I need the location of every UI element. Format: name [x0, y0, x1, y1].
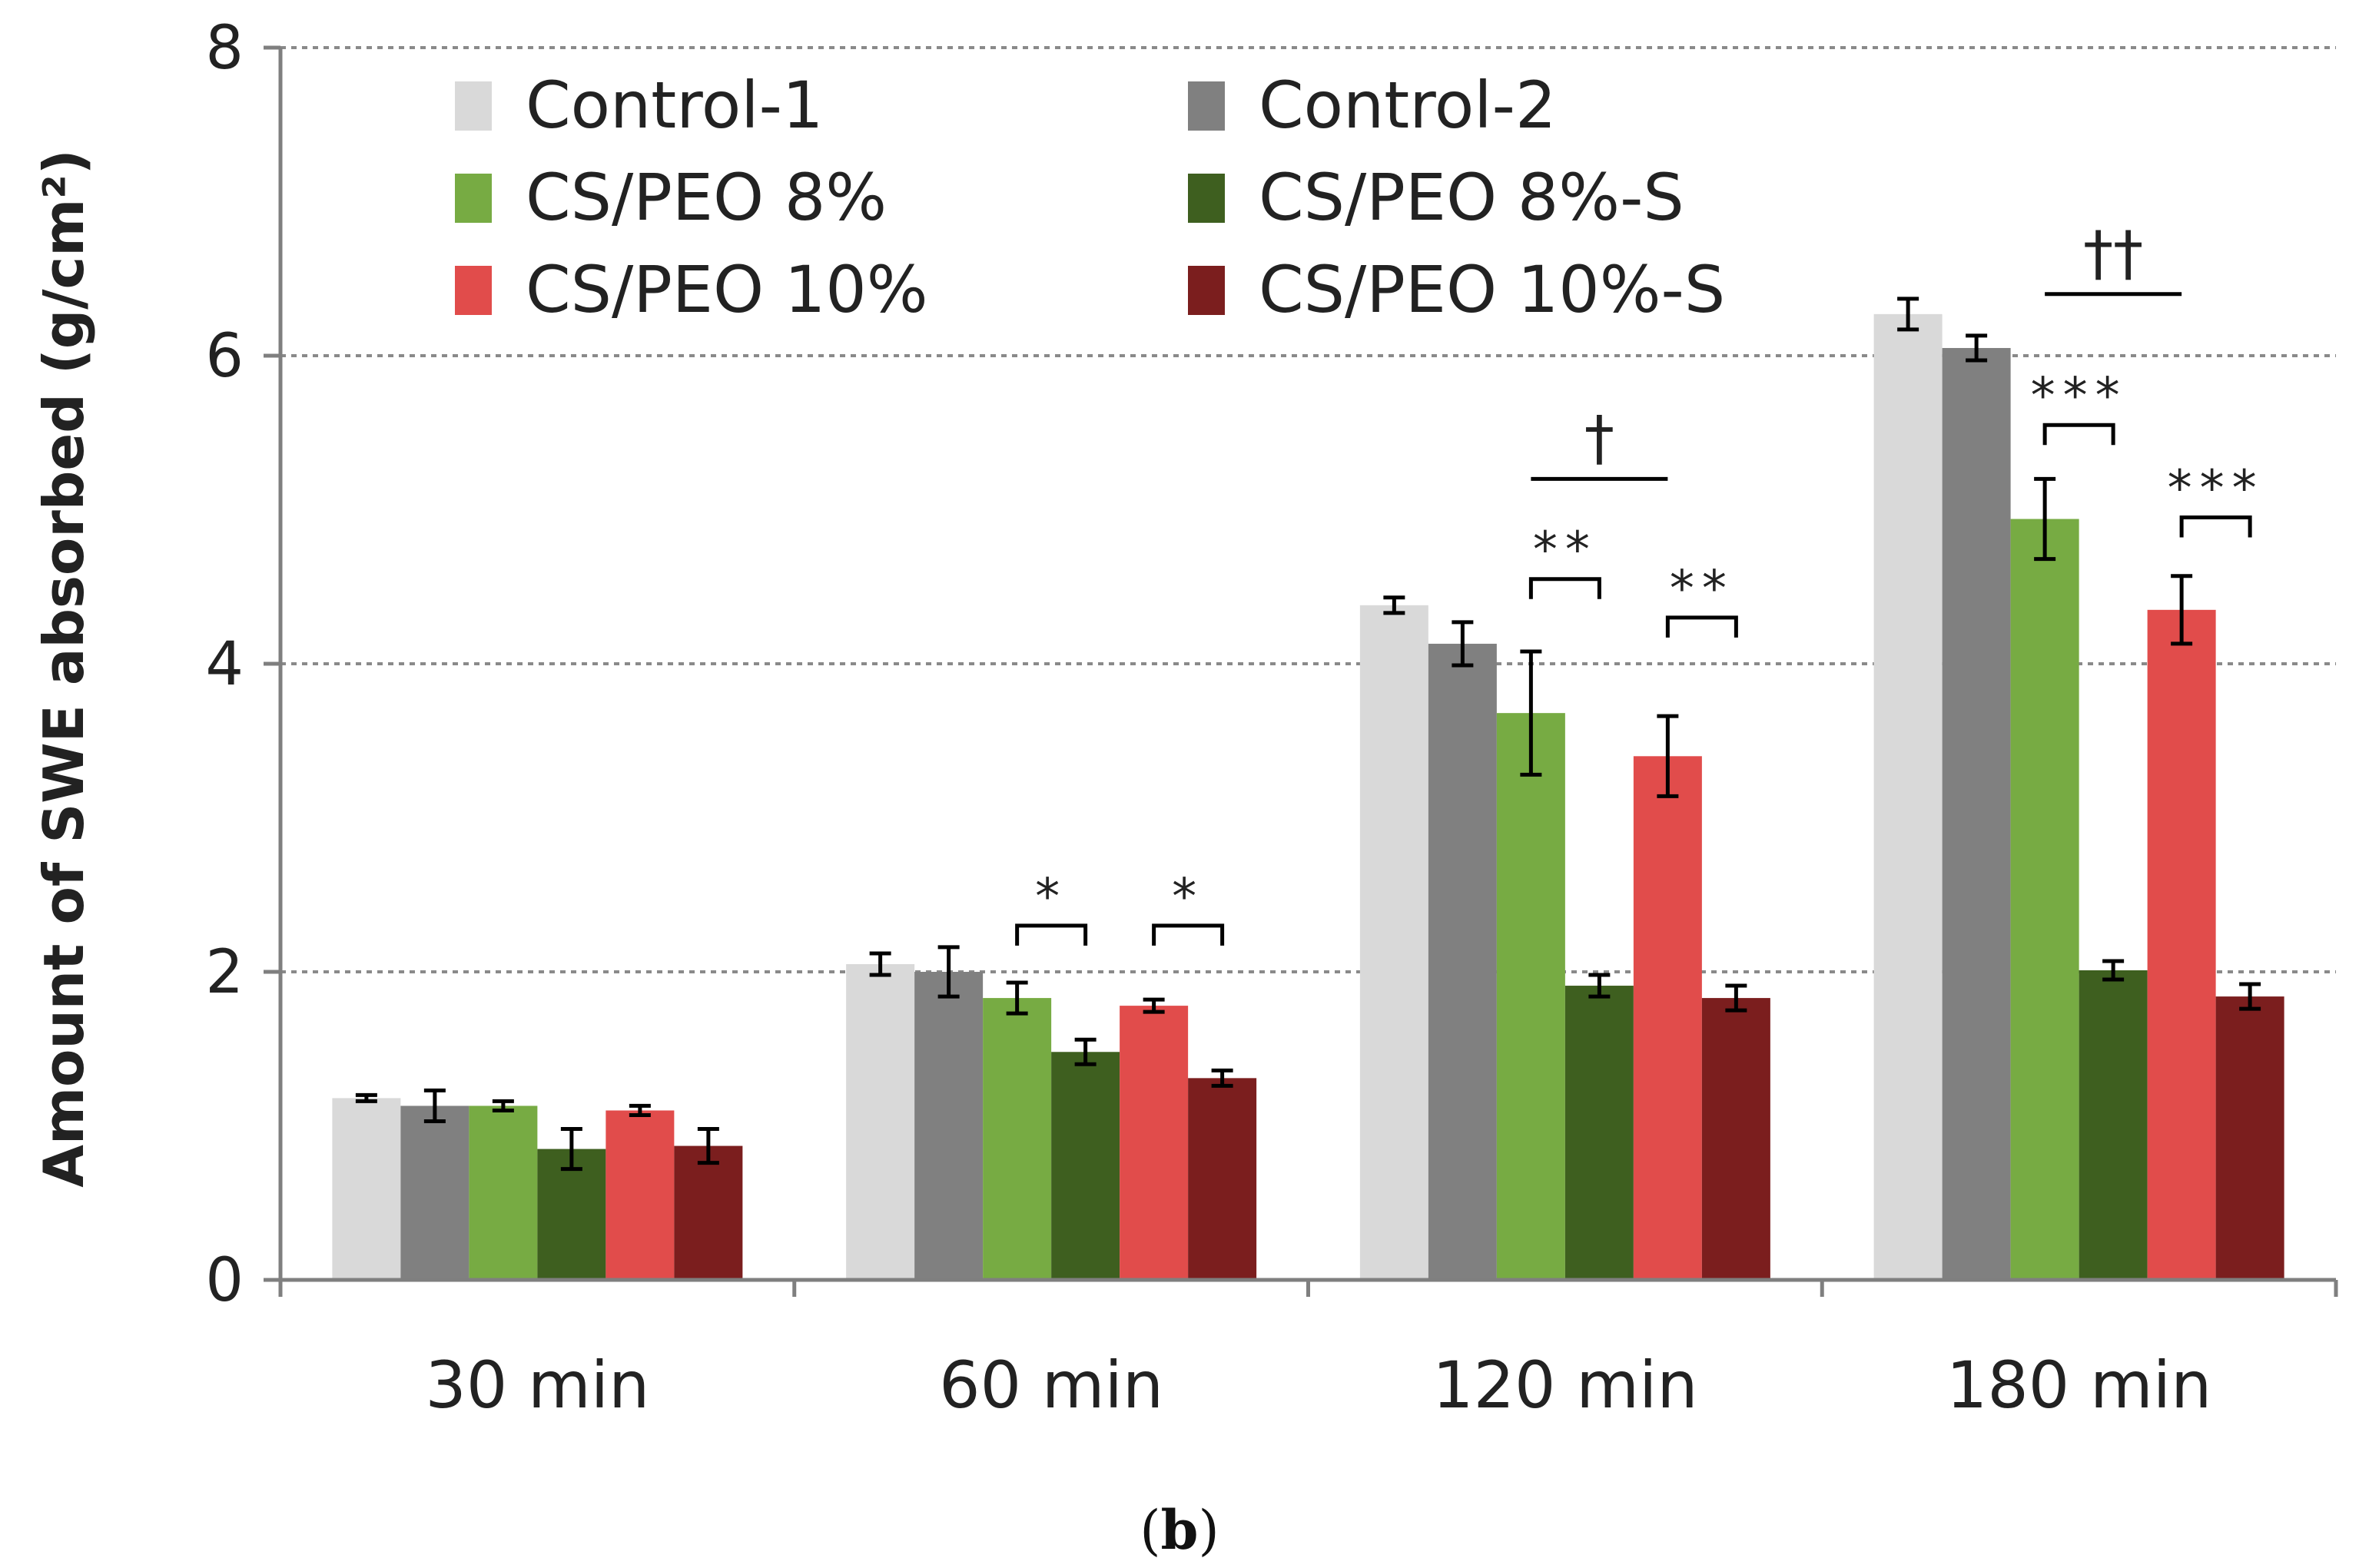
bar: [674, 1145, 743, 1280]
legend-label: CS/PEO 8%: [526, 160, 887, 235]
y-tick-label: 0: [205, 1246, 244, 1315]
significance-bracket: [2179, 515, 2252, 538]
bar: [1188, 1078, 1257, 1280]
bar: [983, 998, 1052, 1280]
legend-swatch: [455, 174, 492, 223]
comparison-marker: †: [1584, 404, 1614, 473]
y-tick-label: 8: [205, 14, 244, 83]
axes-group: [264, 45, 2338, 1297]
bar: [2010, 519, 2079, 1280]
bar: [400, 1106, 469, 1280]
legend-label: Control-2: [1259, 68, 1556, 143]
legend-label: CS/PEO 10%: [526, 252, 928, 327]
significance-marker: ***: [2031, 368, 2128, 425]
significance-marker: ***: [2168, 461, 2264, 518]
x-tick-label: 30 min: [425, 1348, 649, 1423]
bar: [1564, 986, 1634, 1280]
significance-bracket: [1152, 923, 1225, 946]
y-tick-label: 2: [205, 938, 244, 1007]
significance-marker: **: [1533, 522, 1598, 579]
y-tick-label: 4: [205, 630, 244, 699]
significance-bracket: [2042, 423, 2115, 446]
y-tick-label: 6: [205, 322, 244, 391]
comparison-marker: ††: [2083, 220, 2143, 289]
x-tick-labels: 30 min 60 min 120 min 180 min: [425, 1348, 2211, 1423]
legend-label: Control-1: [526, 68, 823, 143]
bar: [606, 1110, 675, 1280]
bar: [1496, 713, 1565, 1280]
significance-annotations: * *****†******††: [1015, 220, 2264, 946]
bars-group: [332, 313, 2284, 1281]
bar: [1051, 1052, 1120, 1280]
figure-caption: (b): [1140, 1498, 1219, 1562]
bar: [2079, 970, 2148, 1280]
x-tick-label: 120 min: [1432, 1348, 1697, 1423]
legend: Control-1 Control-2 CS/PEO 8% CS/PEO 8%-S CS…: [455, 68, 1725, 327]
legend-label: CS/PEO 8%-S: [1259, 160, 1684, 235]
bar: [1359, 605, 1428, 1280]
significance-bracket: [1665, 615, 1738, 638]
legend-swatch: [455, 81, 492, 131]
x-tick-label: 60 min: [939, 1348, 1163, 1423]
bar: [2147, 609, 2216, 1280]
legend-swatch: [1188, 266, 1225, 315]
bar: [469, 1106, 538, 1280]
legend-swatch: [1188, 174, 1225, 223]
bar: [1942, 347, 2011, 1281]
error-bars-group: [355, 297, 2261, 1172]
bar: [1873, 313, 1943, 1280]
legend-swatch: [455, 266, 492, 315]
bar: [1120, 1006, 1189, 1280]
bar: [1428, 643, 1497, 1280]
y-tick-labels: 0 2 4 6 8: [205, 14, 244, 1315]
significance-marker: **: [1670, 561, 1734, 618]
significance-marker: *: [1035, 869, 1067, 926]
bar: [2215, 996, 2284, 1280]
bar: [1633, 756, 1702, 1280]
caption-letter: b: [1160, 1498, 1199, 1562]
x-tick-label: 180 min: [1946, 1348, 2211, 1423]
significance-bracket: [1528, 577, 1601, 599]
legend-swatch: [1188, 81, 1225, 131]
y-axis-label: Amount of SWE absorbed (g/cm²): [32, 149, 96, 1187]
bar: [332, 1098, 401, 1280]
bar: [1701, 998, 1770, 1280]
bar: [914, 972, 984, 1280]
legend-label: CS/PEO 10%-S: [1259, 252, 1725, 327]
significance-bracket: [1015, 923, 1088, 946]
bar: [846, 963, 915, 1280]
significance-marker: *: [1172, 869, 1204, 926]
